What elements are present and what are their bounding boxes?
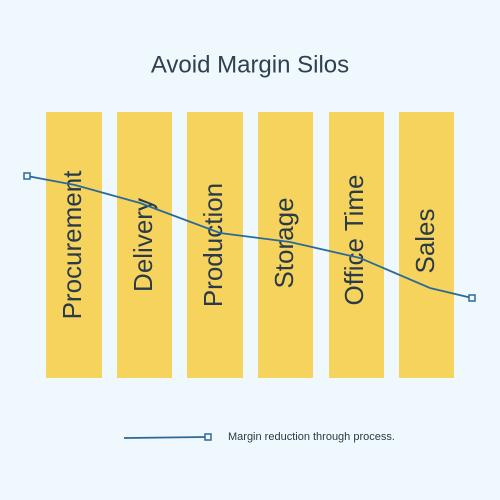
column	[46, 112, 102, 378]
title: Avoid Margin Silos	[151, 51, 349, 78]
columns: Procurement Delivery Production Storage …	[46, 112, 454, 378]
column-label: Office Time	[339, 174, 369, 305]
trend-line	[23, 172, 476, 302]
column	[399, 112, 454, 378]
column	[187, 112, 243, 378]
column	[117, 112, 172, 378]
legend: Margin reduction through process.	[123, 431, 395, 443]
reduction-line	[26, 175, 473, 299]
legend-line	[123, 436, 207, 439]
line-marker	[23, 172, 31, 180]
column-label: Production	[198, 183, 228, 307]
legend-label: Margin reduction through process.	[228, 431, 395, 443]
column-label: Procurement	[57, 170, 87, 320]
line-marker	[468, 294, 476, 302]
column-label: Sales	[410, 208, 440, 273]
legend-marker	[204, 433, 212, 441]
column	[329, 112, 384, 378]
column-label: Delivery	[128, 198, 158, 292]
